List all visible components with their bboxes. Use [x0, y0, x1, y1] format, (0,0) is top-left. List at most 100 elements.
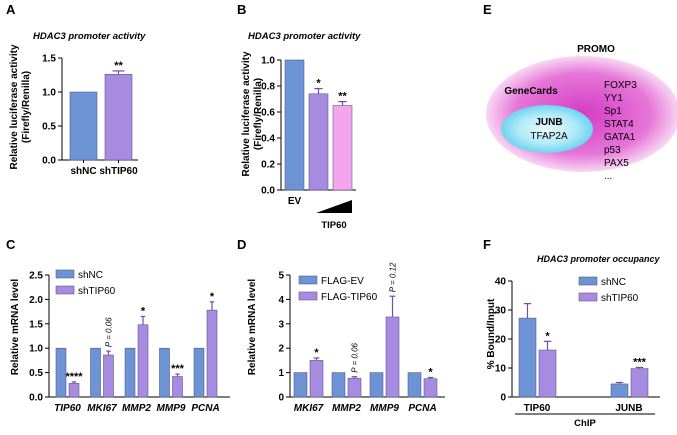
- bar: [124, 347, 136, 398]
- y-tick-label: 30: [495, 306, 507, 317]
- bar: [159, 347, 170, 398]
- legend-label: FLAG-TIP60: [321, 292, 378, 303]
- venn-diagram: PROMO GeneCards JUNB TFAP2A FOXP3 YY1 Sp…: [486, 44, 677, 182]
- legend-swatch: [578, 276, 598, 286]
- y-tick-label: 0.5: [29, 368, 43, 379]
- bar: [55, 347, 67, 398]
- y-tick-label: 1: [278, 368, 284, 379]
- panel-b-ylabel-line1: Relative luciferase activity: [241, 51, 252, 177]
- bar: [309, 360, 324, 398]
- bar: [103, 354, 114, 398]
- x-tick-label: MMP2: [122, 403, 151, 414]
- legend-label: shNC: [601, 277, 626, 288]
- legend-swatch: [578, 292, 598, 302]
- y-tick-label: 2.0: [29, 295, 43, 306]
- bar: [332, 105, 353, 191]
- promo-gene: Sp1: [604, 106, 622, 117]
- x-tick-label: shNC: [70, 166, 96, 177]
- bar: [104, 74, 133, 161]
- y-tick-label: 0.4: [261, 134, 275, 145]
- bar: [385, 316, 400, 398]
- significance-label: ****: [65, 371, 83, 383]
- bar: [369, 372, 384, 398]
- y-tick-label: 0.8: [261, 82, 275, 93]
- x-tick-label: TIP60: [54, 403, 81, 414]
- y-tick-label: 1.5: [42, 54, 56, 65]
- x-tick-label: TIP60: [524, 403, 551, 414]
- panel-c-chart: Relative mRNA level 0.00.51.01.52.02.5**…: [10, 269, 230, 414]
- bar: [518, 317, 537, 398]
- legend-label: shTIP60: [601, 293, 639, 304]
- y-tick-label: 0.0: [29, 393, 43, 404]
- significance-label: *: [316, 78, 321, 90]
- legend-swatch: [55, 269, 75, 279]
- genecards-ellipse: [501, 105, 593, 153]
- promo-gene: ...: [604, 171, 612, 182]
- y-tick-label: 3: [278, 319, 284, 330]
- panel-b-ylabel-line2: (Firefly/Renilla): [253, 78, 264, 150]
- x-tick-label: PCNA: [191, 403, 219, 414]
- y-tick-label: 4: [278, 295, 284, 306]
- x-tick-label: MMP9: [370, 403, 399, 414]
- y-tick-label: 10: [495, 364, 507, 375]
- bar: [538, 349, 557, 398]
- y-tick-label: 0.0: [42, 156, 56, 167]
- bar: [69, 91, 98, 161]
- x-tick-label: JUNB: [615, 403, 642, 414]
- significance-label: ***: [171, 363, 185, 375]
- panel-f-ylabel: % Bound/Input: [486, 298, 497, 369]
- legend-label: FLAG-EV: [321, 276, 364, 287]
- y-tick-label: 0.2: [261, 160, 275, 171]
- tip60-dose-wedge: [316, 200, 352, 213]
- panel-f-chart: HDAC3 promoter occupancy % Bound/Input C…: [486, 254, 661, 429]
- bar: [172, 376, 183, 398]
- bar: [407, 372, 422, 398]
- bar: [610, 383, 629, 398]
- promo-gene: YY1: [604, 93, 623, 104]
- y-tick-label: 1.0: [42, 88, 56, 99]
- significance-label: *: [210, 291, 215, 303]
- x-tick-label: MMP9: [157, 403, 186, 414]
- significance-label: ***: [633, 356, 647, 368]
- x-tick-label: MMP2: [332, 403, 361, 414]
- y-tick-label: 0.0: [261, 186, 275, 197]
- significance-label: P = 0.06: [351, 342, 360, 372]
- legend-swatch: [298, 291, 318, 301]
- panel-a-chart: HDAC3 promoter activity Relative lucifer…: [9, 31, 146, 177]
- panel-letter-d: D: [237, 237, 246, 252]
- panel-letter-b: B: [237, 2, 246, 17]
- promo-label: PROMO: [577, 44, 615, 55]
- genecards-label: GeneCards: [504, 86, 558, 97]
- significance-label: P = 0.12: [389, 262, 398, 292]
- bar: [284, 59, 305, 191]
- panel-b-xlabel: TIP60: [321, 220, 346, 231]
- overlap-gene-junb: JUNB: [535, 117, 562, 128]
- panel-a-ylabel-line2: (Firefly/Renilla): [21, 71, 32, 143]
- promo-gene: PAX5: [604, 158, 629, 169]
- y-tick-label: 0: [278, 393, 284, 404]
- y-tick-label: 1.0: [261, 56, 275, 67]
- bar: [423, 378, 438, 398]
- bar: [630, 368, 649, 398]
- bar: [206, 309, 218, 398]
- bar: [90, 347, 101, 398]
- bar: [68, 383, 80, 398]
- y-tick-label: 5: [278, 271, 284, 282]
- panel-a-title: HDAC3 promoter activity: [33, 31, 146, 42]
- promo-gene: GATA1: [604, 132, 636, 143]
- panel-b-title: HDAC3 promoter activity: [248, 31, 361, 42]
- panel-b-chart: HDAC3 promoter activity Relative lucifer…: [241, 31, 361, 231]
- y-tick-label: 0.6: [261, 108, 275, 119]
- y-tick-label: 40: [495, 277, 507, 288]
- x-tick-label: MKI67: [87, 403, 117, 414]
- legend-swatch: [55, 285, 75, 295]
- panel-d-ylabel: Relative mRNA level: [247, 279, 258, 376]
- bar: [331, 372, 346, 398]
- y-tick-label: 0.5: [42, 122, 56, 133]
- panel-f-title: HDAC3 promoter occupancy: [537, 254, 661, 264]
- bar: [347, 377, 362, 398]
- promo-gene: STAT4: [604, 119, 634, 130]
- x-tick-label: PCNA: [408, 403, 436, 414]
- legend-label: shNC: [78, 270, 103, 281]
- bar: [308, 93, 329, 191]
